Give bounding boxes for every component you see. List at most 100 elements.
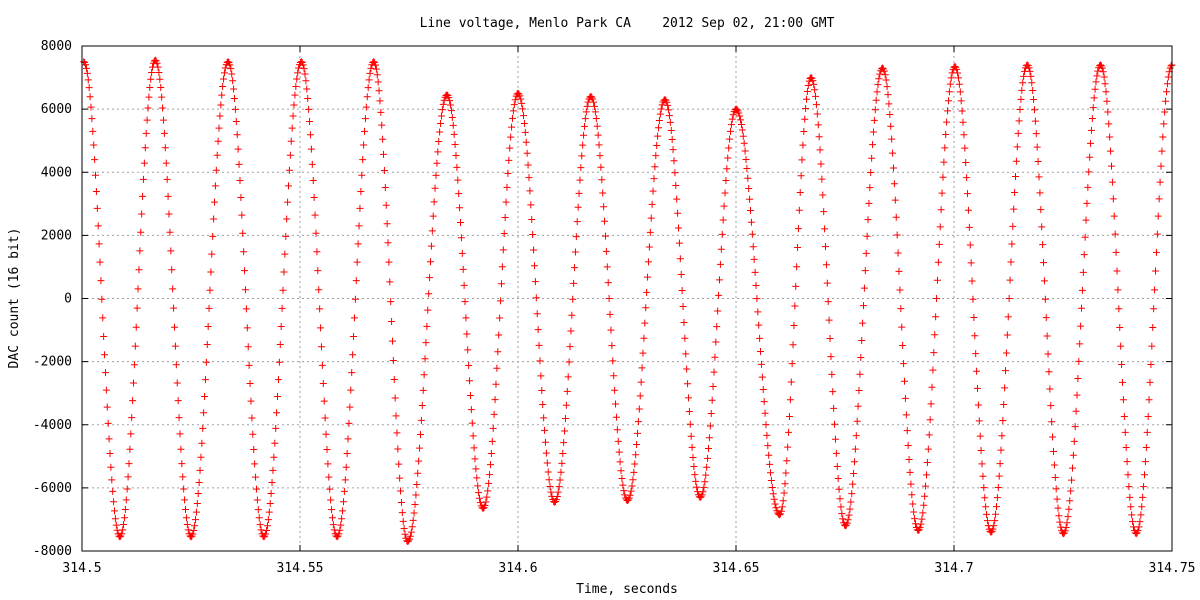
data-point [922, 482, 930, 490]
data-point [237, 193, 245, 201]
data-point [1122, 444, 1130, 452]
data-point [658, 101, 666, 109]
data-point [1025, 64, 1033, 72]
data-point [620, 487, 628, 495]
data-point [469, 432, 477, 440]
data-point [535, 341, 543, 349]
data-point [1162, 97, 1170, 105]
data-point [541, 438, 549, 446]
data-point [1111, 230, 1119, 238]
data-point [639, 349, 647, 357]
data-point [880, 67, 888, 75]
data-point [1163, 88, 1170, 96]
data-point [573, 218, 581, 226]
data-point [998, 432, 1006, 440]
data-point [766, 460, 774, 468]
data-point [1005, 295, 1013, 302]
data-point [446, 97, 454, 105]
data-point [784, 443, 792, 451]
data-point [393, 429, 401, 437]
data-point [380, 166, 388, 174]
data-point [669, 146, 677, 154]
data-point [159, 116, 167, 124]
data-point [388, 337, 396, 345]
data-point [128, 414, 136, 422]
data-point [814, 121, 822, 129]
data-point [220, 69, 228, 77]
data-point [1007, 258, 1015, 266]
data-point [1153, 230, 1161, 238]
data-point [151, 56, 159, 64]
data-point [1032, 130, 1040, 138]
data-point [714, 307, 722, 315]
data-point [228, 70, 236, 78]
data-point [199, 424, 207, 432]
data-point [770, 495, 778, 503]
data-point [255, 514, 263, 522]
data-point [431, 184, 439, 192]
data-point [523, 149, 531, 157]
data-point [803, 95, 811, 103]
data-point [576, 176, 584, 184]
data-point [250, 446, 258, 453]
data-point [832, 449, 840, 457]
data-point [101, 369, 109, 377]
data-point [1019, 79, 1027, 87]
data-point [1068, 476, 1076, 484]
data-point [1023, 61, 1031, 69]
data-point [120, 514, 128, 522]
data-point [309, 177, 317, 185]
data-point [603, 263, 611, 271]
data-point [135, 266, 143, 274]
data-point [989, 525, 997, 533]
data-point [597, 163, 605, 171]
data-point [978, 460, 986, 468]
data-point [607, 326, 615, 334]
data-point [338, 515, 346, 523]
data-point [340, 487, 348, 495]
data-point [1054, 504, 1062, 512]
data-point [777, 507, 785, 515]
data-point [496, 314, 504, 322]
data-point [749, 243, 757, 251]
data-point [204, 323, 212, 331]
data-point [643, 288, 651, 296]
data-point [1117, 342, 1125, 350]
data-point [553, 492, 561, 500]
data-point [174, 397, 182, 405]
data-point [792, 282, 800, 290]
data-point [386, 278, 394, 286]
data-point [762, 421, 770, 429]
data-point [182, 514, 190, 522]
data-point [568, 311, 576, 319]
data-point [158, 93, 166, 101]
y-tick-label: 0 [64, 292, 72, 307]
data-point [83, 69, 91, 77]
data-point [1118, 360, 1126, 368]
data-point [1020, 72, 1028, 80]
data-point [306, 131, 314, 139]
data-point [562, 401, 570, 409]
data-point [833, 463, 841, 471]
data-point [1126, 493, 1134, 501]
data-point [689, 453, 697, 461]
data-point [672, 182, 680, 190]
data-point [608, 342, 616, 350]
data-point [981, 494, 989, 502]
data-point [252, 485, 260, 493]
data-point [1163, 80, 1171, 88]
data-point [317, 324, 325, 332]
data-point [751, 268, 759, 276]
data-point [183, 521, 191, 529]
data-point [280, 268, 288, 276]
data-point [208, 250, 216, 258]
data-point [803, 87, 811, 95]
data-point [918, 515, 926, 523]
data-point [1160, 120, 1168, 128]
data-point [785, 428, 793, 436]
data-point [1157, 162, 1165, 170]
data-point [590, 102, 598, 110]
data-point [575, 189, 583, 197]
data-point [748, 230, 756, 238]
data-point [418, 402, 426, 410]
